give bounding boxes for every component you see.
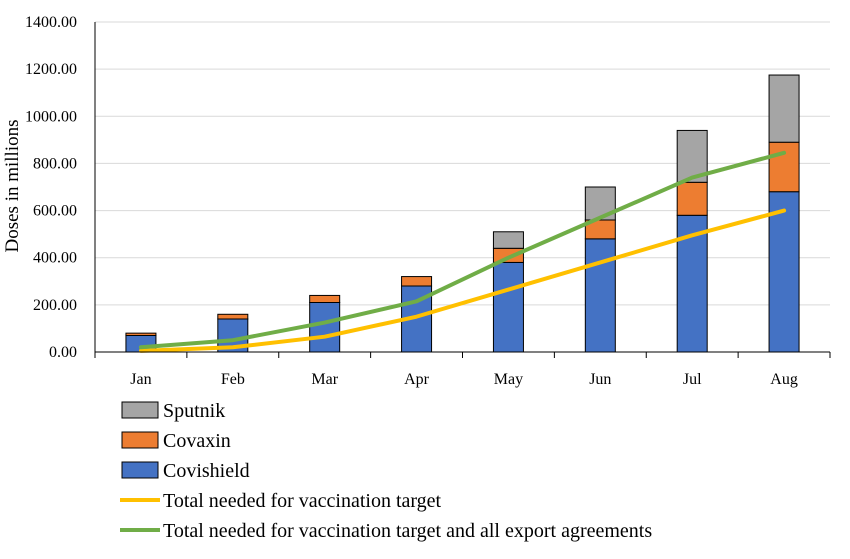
line-series-1 — [138, 208, 787, 353]
bar-covaxin-aug — [768, 141, 800, 193]
bar-covaxin-jul — [676, 181, 708, 216]
legend: Sputnik Covaxin Covishield Total needed for… — [120, 400, 652, 542]
x-tick-label: Jan — [130, 371, 151, 388]
x-tick-label: Jun — [589, 371, 611, 388]
x-tick-label: Jul — [683, 371, 702, 388]
x-tick-label: Feb — [221, 371, 245, 388]
legend-label: Total needed for vaccination target — [163, 490, 442, 512]
y-axis-title: Doses in millions — [2, 119, 23, 252]
y-tick-label: 400.00 — [33, 250, 77, 267]
bar-covishield-mar — [309, 302, 341, 353]
bar-sputnik-may — [492, 231, 524, 249]
legend-swatch — [121, 431, 159, 449]
y-tick-label: 0.00 — [49, 344, 77, 361]
legend-label: Covishield — [163, 460, 250, 482]
bar-covaxin-apr — [401, 276, 433, 287]
y-tick-label: 1000.00 — [25, 108, 77, 125]
y-tick-label: 800.00 — [33, 155, 77, 172]
legend-label: Total needed for vaccination target and … — [163, 520, 652, 542]
legend-label: Sputnik — [163, 400, 225, 422]
bar-sputnik-aug — [768, 74, 800, 143]
bar-covaxin-mar — [309, 294, 341, 303]
x-tick-label: Aug — [770, 371, 798, 388]
y-tick-label: 200.00 — [33, 297, 77, 314]
y-tick-label: 1400.00 — [25, 14, 77, 31]
gridlines — [95, 21, 830, 306]
y-tick-label: 600.00 — [33, 203, 77, 220]
bar-covishield-may — [492, 261, 524, 353]
bar-covaxin-may — [492, 247, 524, 263]
x-tick-label: Mar — [311, 371, 338, 388]
x-axis: Jan Feb Mar Apr May Jun Jul Aug — [94, 351, 831, 388]
x-tick-label: May — [494, 371, 523, 388]
bar-covishield-aug — [768, 191, 800, 353]
lines — [138, 150, 787, 353]
y-tick-label: 1200.00 — [25, 61, 77, 78]
line-series-2 — [138, 150, 787, 350]
bar-covishield-jun — [584, 238, 616, 353]
bar-covaxin-feb — [217, 313, 249, 320]
legend-swatch — [121, 401, 159, 419]
legend-label: Covaxin — [163, 430, 231, 452]
x-tick-label: Apr — [404, 371, 430, 388]
bar-covaxin-jan — [125, 332, 157, 336]
y-axis: 0.00 200.00 400.00 600.00 800.00 1000.00 1200.… — [25, 14, 96, 361]
legend-swatch — [121, 461, 159, 479]
